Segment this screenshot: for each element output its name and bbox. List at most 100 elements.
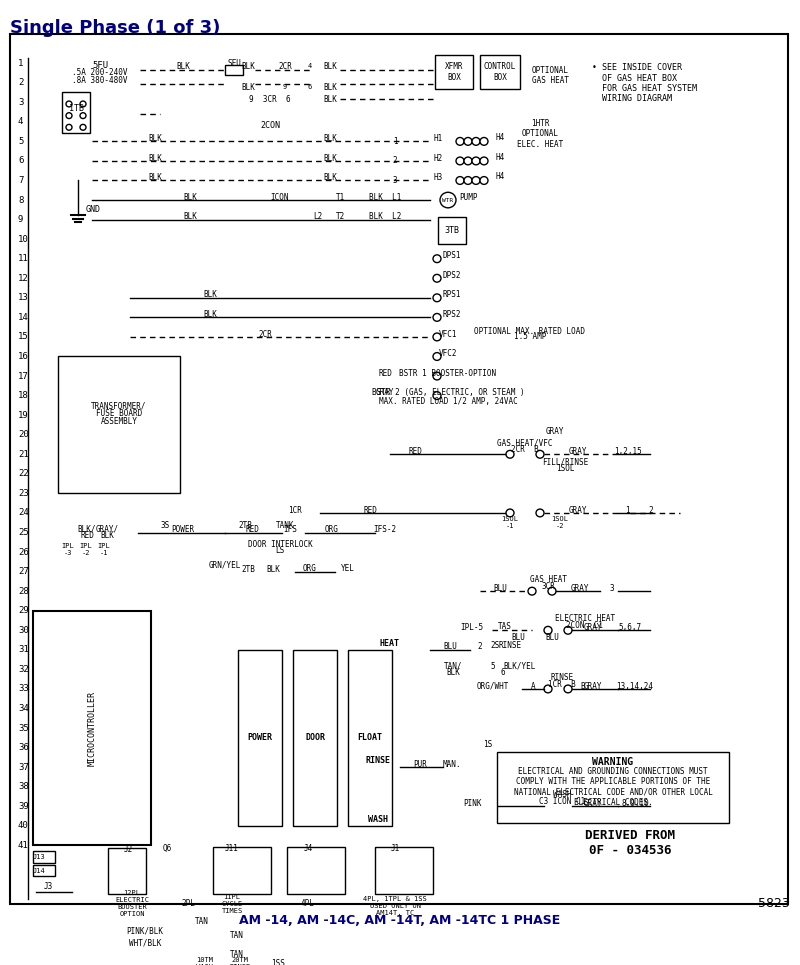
Text: TRANSFORMER/: TRANSFORMER/	[91, 401, 146, 410]
Text: LS: LS	[275, 545, 285, 555]
Text: PINK/BLK: PINK/BLK	[126, 926, 163, 935]
Text: VFC1: VFC1	[438, 329, 458, 339]
Circle shape	[433, 255, 441, 262]
Text: 3TB: 3TB	[445, 226, 459, 234]
Text: PINK: PINK	[462, 799, 482, 808]
Circle shape	[464, 177, 472, 184]
Text: FILL/RINSE: FILL/RINSE	[542, 457, 588, 467]
Text: 1SOL
-2: 1SOL -2	[551, 516, 569, 529]
Text: BLK: BLK	[323, 134, 337, 143]
Text: J14: J14	[33, 868, 46, 873]
Circle shape	[80, 101, 86, 107]
Text: J13: J13	[33, 854, 46, 860]
Circle shape	[66, 113, 72, 119]
Text: 23: 23	[18, 489, 29, 498]
Bar	[33, 865, 55, 876]
Text: BLK: BLK	[323, 83, 337, 92]
Text: BLK: BLK	[183, 193, 197, 202]
Circle shape	[544, 626, 552, 634]
Text: 33: 33	[18, 684, 29, 694]
Text: MICROCONTROLLER: MICROCONTROLLER	[87, 691, 97, 765]
Circle shape	[456, 137, 464, 146]
Text: J4: J4	[303, 843, 313, 853]
Text: 5: 5	[18, 137, 23, 146]
Text: 17: 17	[18, 372, 29, 380]
Text: BLU: BLU	[545, 633, 559, 642]
Text: GRAY: GRAY	[584, 681, 602, 691]
Text: BLK: BLK	[176, 62, 190, 70]
Circle shape	[433, 333, 441, 341]
Text: RED: RED	[408, 447, 422, 455]
Text: 6: 6	[18, 156, 23, 165]
Circle shape	[564, 803, 572, 811]
Circle shape	[480, 137, 488, 146]
Circle shape	[433, 372, 441, 380]
Text: 35: 35	[18, 724, 29, 732]
Text: MAX. RATED LOAD 1/2 AMP, 24VAC: MAX. RATED LOAD 1/2 AMP, 24VAC	[378, 397, 518, 406]
Circle shape	[440, 192, 456, 207]
Text: BLK: BLK	[323, 62, 337, 70]
Text: DPS2: DPS2	[442, 271, 462, 280]
Text: WHT/BLK: WHT/BLK	[129, 938, 161, 947]
Bar	[480, 55, 520, 90]
Circle shape	[480, 157, 488, 165]
Text: 10: 10	[18, 234, 29, 244]
Text: TAN: TAN	[230, 931, 244, 940]
Bar	[497, 752, 729, 823]
Text: OPTIONAL
GAS HEAT: OPTIONAL GAS HEAT	[531, 66, 569, 86]
Text: Single Phase (1 of 3): Single Phase (1 of 3)	[10, 19, 220, 38]
Text: GRAY/: GRAY/	[95, 524, 118, 533]
Text: FUSE BOARD: FUSE BOARD	[96, 409, 142, 418]
Bar	[225, 65, 243, 75]
Text: BLK  L2: BLK L2	[369, 212, 401, 221]
Text: GRAY: GRAY	[569, 506, 587, 514]
Text: ELECTRICAL AND GROUNDING CONNECTIONS MUST
COMPLY WITH THE APPLICABLE PORTIONS OF: ELECTRICAL AND GROUNDING CONNECTIONS MUS…	[514, 766, 713, 807]
Bar	[213, 847, 271, 894]
Text: FLOAT: FLOAT	[358, 733, 382, 742]
Text: RINSE: RINSE	[366, 756, 390, 765]
Text: 5FU: 5FU	[92, 61, 108, 69]
Text: 2CON: 2CON	[260, 121, 280, 130]
Text: 18: 18	[18, 391, 29, 400]
Text: GRAY: GRAY	[546, 427, 564, 436]
Text: BLK: BLK	[183, 212, 197, 221]
Text: 28: 28	[18, 587, 29, 595]
Circle shape	[66, 124, 72, 130]
Text: TAN: TAN	[230, 950, 244, 959]
Text: A: A	[530, 681, 535, 691]
Text: 24: 24	[18, 509, 29, 517]
Circle shape	[528, 588, 536, 595]
Text: BLK: BLK	[241, 62, 255, 70]
Bar	[108, 848, 146, 894]
Text: DERIVED FROM
0F - 034536: DERIVED FROM 0F - 034536	[585, 829, 675, 857]
Text: 20: 20	[18, 430, 29, 439]
Text: 2S: 2S	[490, 642, 500, 650]
Text: ORG/WHT: ORG/WHT	[477, 681, 509, 691]
Text: 1CR  B: 1CR B	[548, 679, 576, 689]
Text: PUMP: PUMP	[458, 193, 478, 202]
Text: GRAY: GRAY	[584, 622, 602, 632]
Text: TAN/: TAN/	[444, 662, 462, 671]
Circle shape	[80, 113, 86, 119]
Text: 8: 8	[18, 196, 23, 205]
Text: 2PL: 2PL	[181, 899, 195, 908]
Text: ELECTRIC HEAT: ELECTRIC HEAT	[555, 614, 615, 623]
Text: 15: 15	[18, 333, 29, 342]
Bar	[435, 55, 473, 90]
Text: XFMR
BOX: XFMR BOX	[445, 62, 463, 82]
Text: 1: 1	[393, 137, 398, 146]
Text: 4: 4	[308, 63, 312, 69]
Text: 9  3CR  6: 9 3CR 6	[249, 95, 291, 103]
Text: 4: 4	[18, 118, 23, 126]
Text: 7: 7	[18, 176, 23, 185]
Text: BLK: BLK	[241, 83, 255, 92]
Circle shape	[456, 157, 464, 165]
Text: ASSEMBLY: ASSEMBLY	[101, 417, 138, 426]
Circle shape	[433, 352, 441, 360]
Text: BLK: BLK	[446, 668, 460, 676]
Text: 1TB: 1TB	[69, 104, 83, 113]
Text: MAN.: MAN.	[442, 759, 462, 769]
Text: WASH: WASH	[553, 790, 571, 799]
Text: 2: 2	[393, 156, 398, 165]
Circle shape	[536, 451, 544, 458]
